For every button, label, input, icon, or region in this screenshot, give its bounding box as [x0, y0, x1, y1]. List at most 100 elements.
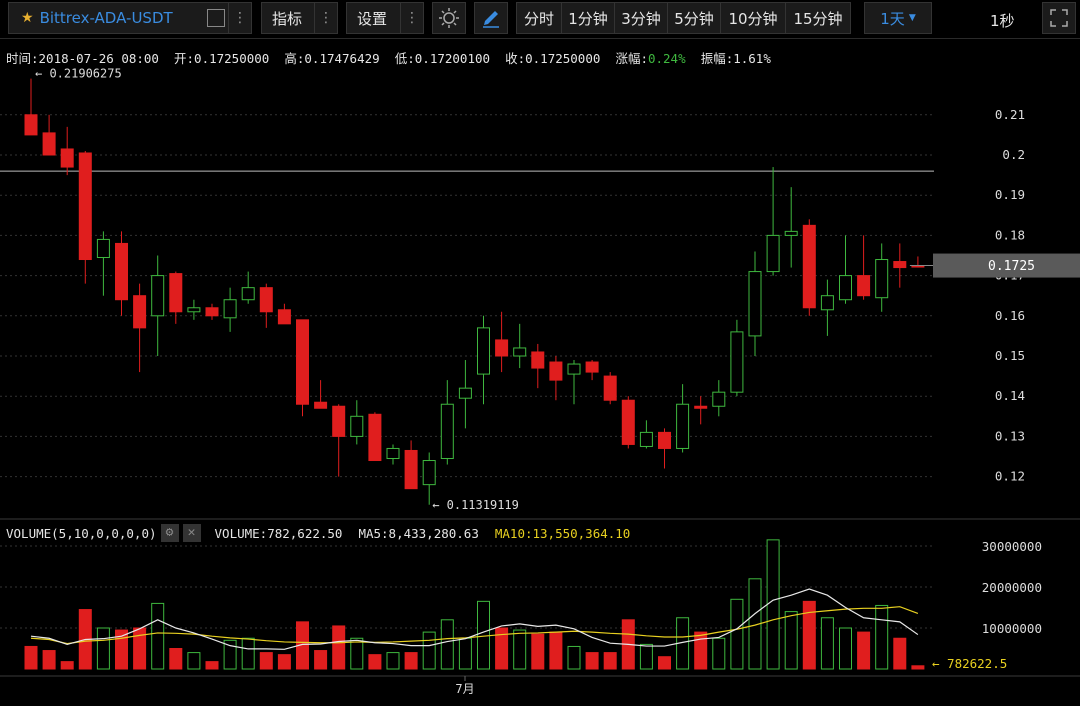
candle-body[interactable]: [658, 431, 671, 449]
candle-body[interactable]: [639, 431, 653, 447]
volume-bar[interactable]: [368, 654, 382, 670]
volume-bar[interactable]: [458, 637, 472, 670]
volume-bar[interactable]: [820, 617, 834, 670]
gear-icon[interactable]: ⚙: [160, 524, 179, 542]
candle-body[interactable]: [169, 273, 183, 313]
interval-tab-2[interactable]: 3分钟: [614, 2, 668, 34]
candle-body[interactable]: [802, 224, 816, 309]
fullscreen-button[interactable]: [1042, 2, 1076, 34]
volume-bar[interactable]: [115, 629, 128, 670]
volume-bar[interactable]: [712, 637, 726, 670]
candle-body[interactable]: [567, 363, 581, 375]
close-icon[interactable]: ✕: [182, 524, 201, 542]
candle-body[interactable]: [477, 327, 490, 375]
volume-bar[interactable]: [694, 631, 708, 670]
candle-body[interactable]: [676, 403, 690, 449]
volume-bar[interactable]: [96, 627, 110, 670]
candle-body[interactable]: [42, 132, 56, 156]
volume-bar[interactable]: [549, 631, 563, 670]
candle-body[interactable]: [458, 387, 472, 399]
volume-bar[interactable]: [893, 637, 907, 670]
settings-button[interactable]: 设置 ⋮: [346, 2, 424, 34]
candle-body[interactable]: [386, 447, 400, 460]
candle-body[interactable]: [893, 261, 907, 269]
volume-bar[interactable]: [24, 645, 38, 670]
candle-body[interactable]: [820, 295, 834, 311]
volume-bar[interactable]: [658, 656, 671, 670]
candle-body[interactable]: [259, 287, 273, 313]
candle-body[interactable]: [404, 449, 418, 490]
volume-bar[interactable]: [766, 539, 780, 670]
candle-body[interactable]: [277, 309, 291, 325]
interval-tab-1[interactable]: 1分钟: [561, 2, 615, 34]
candle-body[interactable]: [730, 331, 744, 393]
volume-bar[interactable]: [205, 661, 219, 670]
volume-bar[interactable]: [531, 633, 545, 670]
volume-bar[interactable]: [875, 604, 889, 670]
volume-bar[interactable]: [350, 637, 364, 670]
candle-body[interactable]: [549, 361, 563, 381]
candle-body[interactable]: [314, 401, 328, 409]
theme-toggle-button[interactable]: [432, 2, 466, 34]
candle-body[interactable]: [241, 287, 255, 301]
candle-body[interactable]: [694, 405, 708, 409]
candle-body[interactable]: [748, 271, 762, 337]
volume-bar[interactable]: [332, 625, 346, 670]
indicators-button[interactable]: 指标 ⋮: [261, 2, 338, 34]
volume-bar[interactable]: [60, 661, 74, 670]
candle-body[interactable]: [24, 114, 38, 136]
candle-body[interactable]: [766, 234, 780, 273]
interval-dropdown[interactable]: 1天 ▼: [864, 2, 932, 34]
volume-bar[interactable]: [151, 602, 165, 670]
volume-bar[interactable]: [477, 600, 490, 670]
volume-bar[interactable]: [440, 619, 454, 670]
candle-body[interactable]: [115, 242, 128, 301]
volume-bar[interactable]: [169, 648, 183, 670]
symbol-menu-dots[interactable]: ⋮: [228, 3, 251, 33]
volume-bar[interactable]: [314, 650, 328, 670]
volume-bar[interactable]: [911, 665, 925, 670]
volume-bar[interactable]: [730, 598, 744, 670]
refresh-interval[interactable]: 1秒: [990, 12, 1015, 30]
interval-tab-4[interactable]: 10分钟: [720, 2, 786, 34]
volume-bar[interactable]: [42, 650, 56, 670]
candle-body[interactable]: [603, 375, 617, 401]
indicators-menu-dots[interactable]: ⋮: [314, 3, 337, 33]
candle-body[interactable]: [332, 405, 346, 437]
candle-body[interactable]: [440, 403, 454, 460]
volume-bar[interactable]: [422, 631, 436, 670]
candle-body[interactable]: [585, 361, 599, 373]
volume-bar[interactable]: [404, 652, 418, 670]
popout-icon[interactable]: [207, 9, 225, 27]
star-icon[interactable]: ★: [21, 10, 34, 26]
volume-bar[interactable]: [603, 652, 617, 670]
interval-tab-5[interactable]: 15分钟: [785, 2, 851, 34]
candle-body[interactable]: [857, 275, 871, 297]
candle-body[interactable]: [151, 275, 165, 317]
volume-bar[interactable]: [259, 652, 273, 670]
volume-bar[interactable]: [857, 631, 871, 670]
symbol-selector[interactable]: ★ Bittrex-ADA-USDT ⋮: [8, 2, 252, 34]
candle-body[interactable]: [296, 319, 309, 405]
candle-body[interactable]: [531, 351, 545, 369]
volume-bar[interactable]: [386, 652, 400, 670]
volume-bar[interactable]: [585, 652, 599, 670]
candle-body[interactable]: [368, 413, 382, 462]
volume-bar[interactable]: [802, 600, 816, 670]
draw-button[interactable]: [474, 2, 508, 34]
candle-body[interactable]: [78, 152, 92, 261]
volume-bar[interactable]: [784, 611, 798, 670]
candle-body[interactable]: [187, 307, 201, 313]
candle-body[interactable]: [350, 415, 364, 437]
volume-bar[interactable]: [639, 643, 653, 670]
candle-body[interactable]: [205, 307, 219, 317]
candle-body[interactable]: [621, 399, 635, 445]
candle-body[interactable]: [60, 148, 74, 168]
volume-bar[interactable]: [133, 627, 147, 670]
interval-tab-3[interactable]: 5分钟: [667, 2, 721, 34]
candle-body[interactable]: [784, 230, 798, 236]
candle-body[interactable]: [712, 391, 726, 407]
volume-bar[interactable]: [839, 627, 852, 670]
volume-bar[interactable]: [223, 639, 237, 670]
